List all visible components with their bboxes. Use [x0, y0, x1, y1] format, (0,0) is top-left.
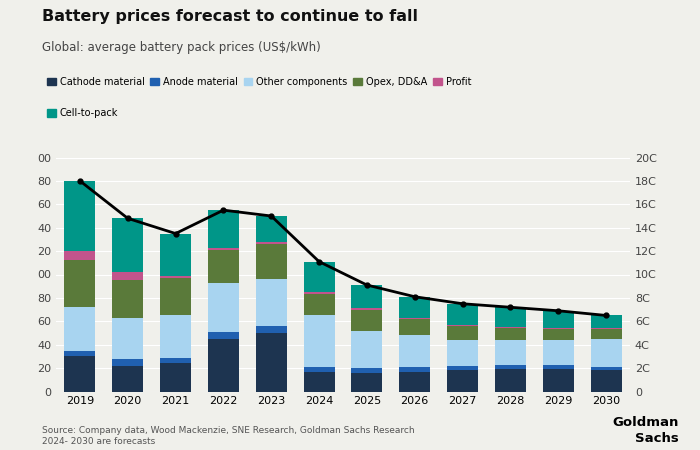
Bar: [351, 308, 382, 310]
Bar: [447, 325, 478, 326]
Bar: [399, 367, 430, 372]
Bar: [160, 278, 191, 315]
Bar: [447, 340, 478, 366]
Bar: [256, 279, 287, 326]
Bar: [112, 366, 144, 392]
Bar: [591, 370, 622, 392]
Bar: [447, 370, 478, 392]
Bar: [399, 318, 430, 319]
Bar: [208, 210, 239, 248]
Bar: [208, 339, 239, 392]
Bar: [542, 364, 574, 369]
Text: Source: Company data, Wood Mackenzie, SNE Research, Goldman Sachs Research
2024-: Source: Company data, Wood Mackenzie, SN…: [42, 426, 414, 446]
Legend: Cathode material, Anode material, Other components, Opex, DD&A, Profit: Cathode material, Anode material, Other …: [47, 77, 471, 87]
Bar: [256, 216, 287, 242]
Bar: [160, 234, 191, 276]
Bar: [304, 367, 335, 372]
Bar: [112, 272, 144, 280]
Bar: [495, 369, 526, 392]
Bar: [112, 318, 144, 359]
Bar: [447, 304, 478, 325]
Bar: [591, 339, 622, 367]
Bar: [591, 328, 622, 329]
Bar: [495, 340, 526, 364]
Bar: [64, 307, 95, 351]
Bar: [256, 244, 287, 279]
Bar: [542, 369, 574, 392]
Bar: [64, 181, 95, 251]
Bar: [112, 218, 144, 272]
Bar: [304, 294, 335, 315]
Text: Goldman
Sachs: Goldman Sachs: [612, 417, 679, 446]
Text: Global: average battery pack prices (US$/kWh): Global: average battery pack prices (US$…: [42, 40, 321, 54]
Bar: [208, 283, 239, 332]
Bar: [304, 261, 335, 292]
Bar: [160, 358, 191, 364]
Bar: [542, 328, 574, 329]
Bar: [208, 248, 239, 250]
Bar: [399, 372, 430, 392]
Bar: [160, 276, 191, 278]
Bar: [591, 329, 622, 339]
Bar: [256, 242, 287, 244]
Bar: [64, 261, 95, 307]
Bar: [208, 250, 239, 283]
Bar: [495, 364, 526, 369]
Bar: [208, 332, 239, 339]
Bar: [112, 280, 144, 318]
Bar: [160, 364, 191, 392]
Bar: [256, 326, 287, 333]
Legend: Cell-to-pack: Cell-to-pack: [47, 108, 118, 118]
Bar: [495, 327, 526, 328]
Bar: [495, 307, 526, 327]
Bar: [351, 373, 382, 392]
Bar: [64, 251, 95, 261]
Bar: [399, 319, 430, 335]
Bar: [591, 367, 622, 370]
Bar: [64, 356, 95, 392]
Text: Battery prices forecast to continue to fall: Battery prices forecast to continue to f…: [42, 9, 418, 24]
Bar: [399, 335, 430, 367]
Bar: [64, 351, 95, 356]
Bar: [399, 297, 430, 318]
Bar: [351, 331, 382, 368]
Bar: [542, 340, 574, 364]
Bar: [542, 329, 574, 340]
Bar: [495, 328, 526, 340]
Bar: [351, 368, 382, 373]
Bar: [304, 372, 335, 392]
Bar: [160, 315, 191, 358]
Bar: [351, 285, 382, 308]
Bar: [447, 366, 478, 370]
Bar: [304, 292, 335, 294]
Bar: [542, 311, 574, 328]
Bar: [351, 310, 382, 331]
Bar: [591, 315, 622, 328]
Bar: [112, 359, 144, 366]
Bar: [447, 326, 478, 340]
Bar: [256, 333, 287, 392]
Bar: [304, 315, 335, 367]
